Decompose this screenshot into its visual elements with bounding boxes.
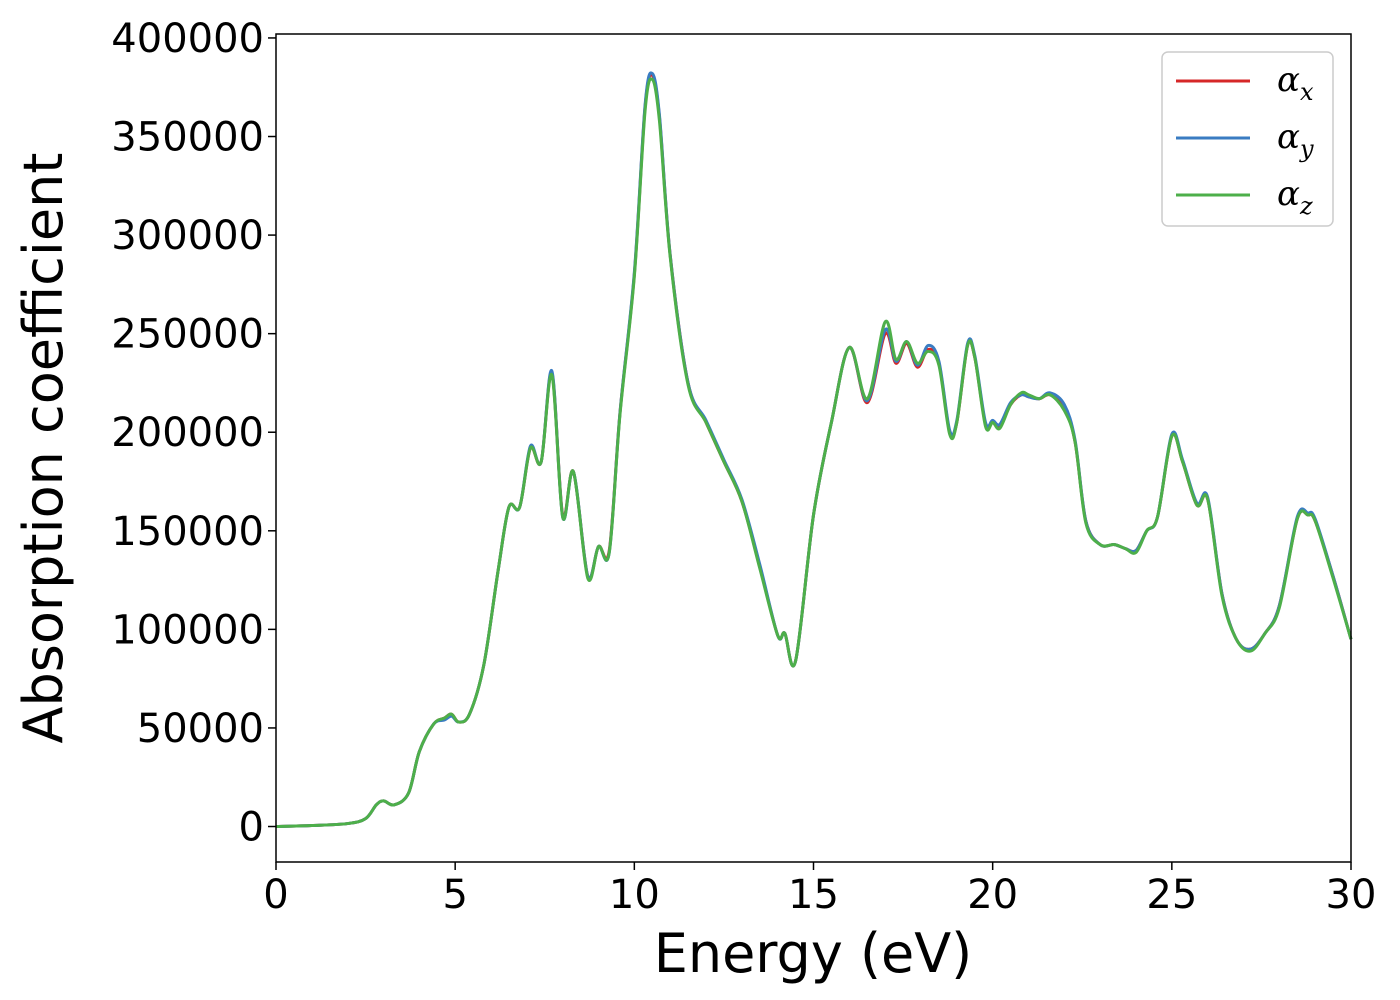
y-tick-label: 300000	[111, 213, 264, 259]
x-tick-label: 5	[442, 872, 467, 918]
y-tick-label: 150000	[111, 509, 264, 555]
legend-symbol: α	[1277, 60, 1300, 100]
legend-symbol: α	[1277, 174, 1300, 214]
y-axis-ticks: 0 50000 100000 150000 200000 250000 300000 3500…	[111, 16, 276, 851]
legend-subscript: z	[1299, 192, 1313, 220]
x-tick-label: 30	[1326, 872, 1377, 918]
x-axis-label: Energy (eV)	[654, 922, 973, 985]
y-tick-label: 350000	[111, 115, 264, 161]
x-tick-label: 15	[788, 872, 839, 918]
y-tick-label: 50000	[137, 706, 264, 752]
y-tick-label: 250000	[111, 312, 264, 358]
legend-label-alpha-y: αy	[1277, 117, 1314, 163]
series-line-alpha-z	[275, 77, 1353, 829]
legend-subscript: y	[1299, 135, 1314, 163]
y-axis-label: Absorption coefficient	[12, 153, 75, 744]
legend-subscript: x	[1300, 78, 1314, 106]
y-tick-label: 200000	[111, 410, 264, 456]
x-tick-label: 20	[967, 872, 1018, 918]
legend-label-alpha-z: αz	[1277, 174, 1313, 220]
series-layer	[275, 71, 1353, 829]
y-tick-label: 0	[239, 805, 264, 851]
legend-symbol: α	[1277, 117, 1300, 157]
legend-label-alpha-x: αx	[1277, 60, 1314, 106]
x-tick-label: 10	[609, 872, 660, 918]
y-tick-label: 400000	[111, 16, 264, 62]
x-tick-label: 0	[263, 872, 288, 918]
y-tick-label: 100000	[111, 607, 264, 653]
x-axis-ticks: 0 5 10 15 20 25 30	[263, 862, 1376, 918]
x-tick-label: 25	[1146, 872, 1197, 918]
